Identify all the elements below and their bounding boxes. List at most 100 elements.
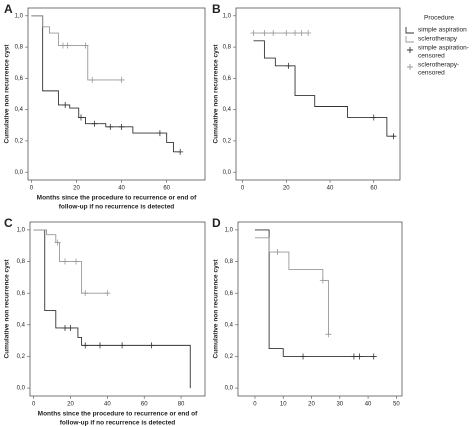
- y-tick-label: 0,8: [223, 45, 232, 51]
- x-tick-label: 0: [253, 402, 257, 408]
- y-tick-label: 0,4: [17, 322, 26, 328]
- censored-mark: [89, 76, 96, 83]
- x-tick-label: 40: [118, 186, 125, 192]
- y-tick-label: 0,4: [225, 322, 234, 328]
- legend-title: Procedure: [424, 15, 454, 22]
- y-axis-label: Cumulative non recurrence cyst: [213, 259, 220, 359]
- x-axis-label: Months since the procedure to recurrence…: [37, 195, 197, 202]
- plot-frame: [29, 221, 206, 397]
- survival-line: [254, 237, 329, 335]
- censored-mark: [325, 331, 332, 338]
- x-tick-label: 80: [178, 402, 185, 408]
- x-tick-label: 60: [370, 186, 377, 192]
- censored-mark: [177, 148, 184, 155]
- censored-mark: [356, 353, 363, 360]
- y-tick-label: 0,0: [223, 170, 232, 176]
- survival-line: [253, 40, 396, 137]
- y-tick-label: 0,0: [17, 386, 26, 392]
- x-tick-label: 20: [283, 186, 290, 192]
- censored-mark: [107, 123, 114, 130]
- censored-mark: [82, 342, 89, 349]
- y-tick-label: 0,4: [15, 107, 24, 113]
- legend-label: sclerotherapy: [418, 36, 458, 43]
- y-tick-label: 0,6: [15, 76, 24, 82]
- y-tick-label: 0,8: [15, 45, 24, 51]
- censored-mark: [73, 258, 80, 265]
- censored-mark: [274, 249, 281, 256]
- censored-mark: [250, 30, 257, 37]
- censored-mark: [62, 258, 68, 265]
- x-tick-label: 20: [308, 402, 315, 408]
- y-tick-label: 0,0: [225, 386, 234, 392]
- plot-frame: [235, 7, 401, 181]
- x-tick-label: 40: [104, 402, 111, 408]
- legend-label: simple aspiration: [418, 27, 467, 34]
- panel-label: C: [4, 216, 13, 230]
- censored-mark: [118, 123, 125, 130]
- y-tick-label: 0,2: [225, 354, 234, 360]
- censored-mark: [390, 133, 397, 140]
- y-tick-label: 0,6: [223, 76, 232, 82]
- y-tick-label: 0,6: [17, 291, 26, 297]
- censored-mark: [77, 114, 84, 121]
- censored-mark: [54, 239, 61, 246]
- censored-mark: [104, 290, 111, 297]
- censored-mark: [261, 30, 268, 37]
- legend-label: simple aspiration-: [418, 45, 469, 52]
- survival-line: [31, 15, 181, 153]
- x-tick-label: 40: [365, 402, 372, 408]
- x-tick-label: 30: [336, 402, 343, 408]
- censored-mark: [350, 353, 357, 360]
- legend-symbol: [407, 64, 413, 70]
- x-tick-label: 20: [67, 402, 74, 408]
- plot-frame: [27, 7, 206, 181]
- x-tick-label: 0: [30, 186, 34, 192]
- censored-mark: [97, 342, 103, 349]
- censored-mark: [292, 30, 299, 37]
- y-tick-label: 0,6: [225, 291, 234, 297]
- censored-mark: [300, 353, 307, 360]
- y-tick-label: 0,8: [225, 259, 234, 265]
- y-tick-label: 1,0: [225, 227, 234, 233]
- x-tick-label: 60: [141, 402, 148, 408]
- panel-label: D: [212, 216, 221, 230]
- x-tick-label: 0: [241, 186, 245, 192]
- censored-mark: [91, 120, 98, 127]
- x-tick-label: 0: [32, 402, 36, 408]
- survival-line: [31, 15, 122, 81]
- x-tick-label: 50: [393, 402, 400, 408]
- legend-symbol: [405, 36, 414, 43]
- y-tick-label: 0,4: [223, 107, 232, 113]
- x-axis-label: Months since the procedure to recurrence…: [38, 411, 198, 418]
- panel-label: B: [212, 2, 221, 16]
- censored-mark: [285, 62, 292, 69]
- legend-label: censored: [418, 70, 445, 77]
- x-tick-label: 60: [163, 186, 170, 192]
- censored-mark: [270, 30, 277, 37]
- censored-mark: [62, 324, 68, 331]
- legend-symbol: [405, 27, 414, 34]
- x-tick-label: 10: [280, 402, 287, 408]
- censored-mark: [119, 342, 126, 349]
- censored-mark: [283, 30, 290, 37]
- censored-mark: [319, 277, 326, 284]
- censored-mark: [298, 30, 305, 37]
- legend-label: censored: [418, 53, 445, 60]
- censored-mark: [156, 130, 163, 137]
- censored-mark: [118, 76, 125, 83]
- legend-label: sclerotherapy-: [418, 62, 459, 69]
- panel-label: A: [4, 2, 13, 16]
- x-tick-label: 40: [327, 186, 334, 192]
- censored-mark: [82, 290, 89, 297]
- y-tick-label: 0,2: [17, 354, 26, 360]
- y-axis-label: Cumulative non recurrence cyst: [4, 44, 11, 144]
- legend-symbol: [407, 47, 413, 53]
- y-tick-label: 0,0: [15, 170, 24, 176]
- survival-line: [33, 229, 191, 389]
- x-axis-label: follow-up if no recurrence is detected: [60, 420, 176, 426]
- y-tick-label: 0,2: [223, 138, 232, 144]
- y-tick-label: 0,2: [15, 138, 24, 144]
- censored-mark: [62, 101, 69, 108]
- censored-mark: [82, 42, 89, 49]
